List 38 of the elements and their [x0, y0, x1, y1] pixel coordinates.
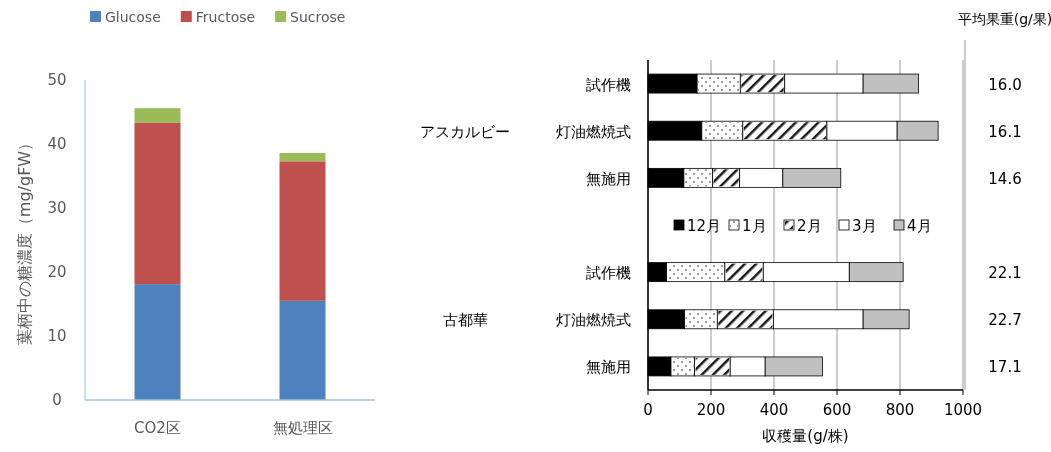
- legend-label: 1月: [742, 217, 767, 235]
- text: 古都華: [442, 311, 488, 330]
- y-tick-label: 20: [47, 263, 67, 281]
- text: 22.7: [988, 311, 1022, 330]
- y-tick-label: 灯油燃焼式: [556, 122, 631, 141]
- y-tick-label: 無施用: [586, 358, 631, 377]
- legend-label: 12月: [687, 217, 722, 235]
- y-tick-label: 40: [47, 135, 67, 153]
- x-axis-title: 収穫量(g/株): [762, 427, 849, 445]
- x-tick-label: 1000: [943, 401, 983, 419]
- x-tick-label: 600: [822, 401, 852, 419]
- x-tick-label: 200: [696, 401, 726, 419]
- x-tick-label: CO2区: [134, 419, 181, 437]
- text: 22.1: [988, 264, 1022, 283]
- x-tick-label: 800: [885, 401, 915, 419]
- y-tick-label: 50: [47, 71, 67, 89]
- legend-label: Fructose: [195, 9, 256, 25]
- y-tick-label: 試作機: [586, 264, 631, 283]
- y-tick-label: 無施用: [586, 169, 631, 188]
- y-tick-label: 試作機: [586, 75, 631, 94]
- y-axis-title: 葉柄中の糖濃度（mg/gFW）: [15, 134, 34, 346]
- text: 16.0: [988, 75, 1022, 94]
- legend-label: 2月: [797, 217, 822, 235]
- legend-label: 3月: [852, 217, 877, 235]
- text: 14.6: [988, 169, 1022, 188]
- text: 17.1: [988, 358, 1022, 377]
- x-tick-label: 400: [759, 401, 789, 419]
- legend-label: 4月: [907, 217, 932, 235]
- x-tick-label: 0: [643, 401, 653, 419]
- legend-label: Sucrose: [290, 9, 346, 25]
- y-tick-label: 10: [47, 327, 67, 345]
- text: 平均果重(g/果): [957, 11, 1051, 27]
- y-tick-label: 灯油燃焼式: [556, 311, 631, 330]
- text: 16.1: [988, 122, 1022, 141]
- legend-label: Glucose: [105, 9, 161, 25]
- x-tick-label: 無処理区: [272, 419, 333, 437]
- y-tick-label: 30: [47, 199, 67, 217]
- text: アスカルビー: [420, 122, 510, 141]
